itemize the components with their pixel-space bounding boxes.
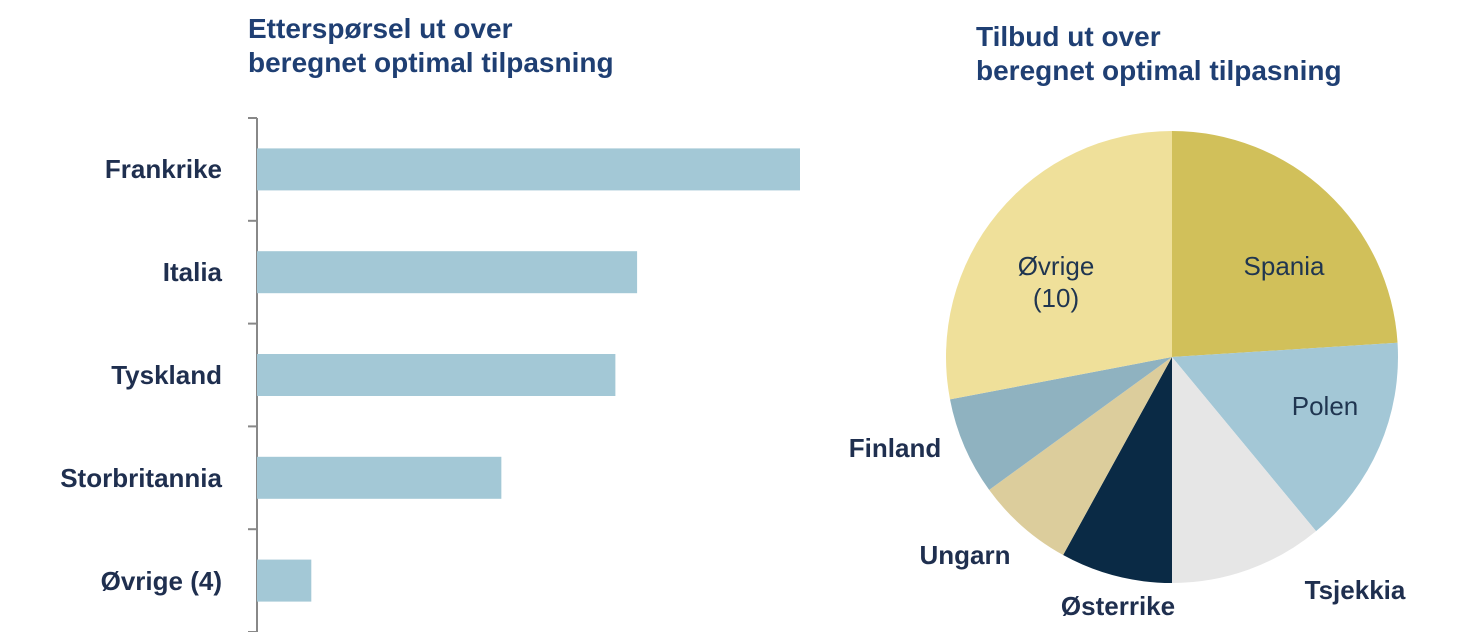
bar (257, 559, 312, 602)
pie-title: Tilbud ut over beregnet optimal tilpasni… (976, 21, 1342, 86)
pie-slice (989, 357, 1172, 556)
category-label: Storbritannia (60, 462, 222, 493)
slice-label: Finland (848, 433, 942, 463)
slice-label: Tsjekkia (1304, 575, 1406, 605)
slice-label: Polen (1291, 391, 1359, 421)
slice-label: Østerrike (1060, 591, 1176, 621)
bar (257, 354, 616, 396)
bar (257, 148, 800, 191)
pie-slice (1172, 342, 1398, 532)
category-label: Frankrike (104, 154, 222, 185)
pie-slice (950, 357, 1172, 490)
pie-slice (1063, 357, 1172, 583)
bar-title: Etterspørsel ut over beregnet optimal ti… (248, 13, 614, 78)
bar (257, 456, 502, 499)
slice-label: Ungarn (919, 540, 1011, 570)
pie-slice (1172, 357, 1317, 583)
category-label: Øvrige (4) (100, 565, 222, 596)
pie-slice (1172, 131, 1398, 357)
category-label: Italia (162, 257, 222, 288)
slice-label: Spania (1243, 251, 1325, 281)
slice-label: Øvrige (10) (1017, 251, 1095, 313)
pie-slice (945, 131, 1172, 400)
category-label: Tyskland (111, 360, 222, 390)
bar (257, 251, 638, 294)
